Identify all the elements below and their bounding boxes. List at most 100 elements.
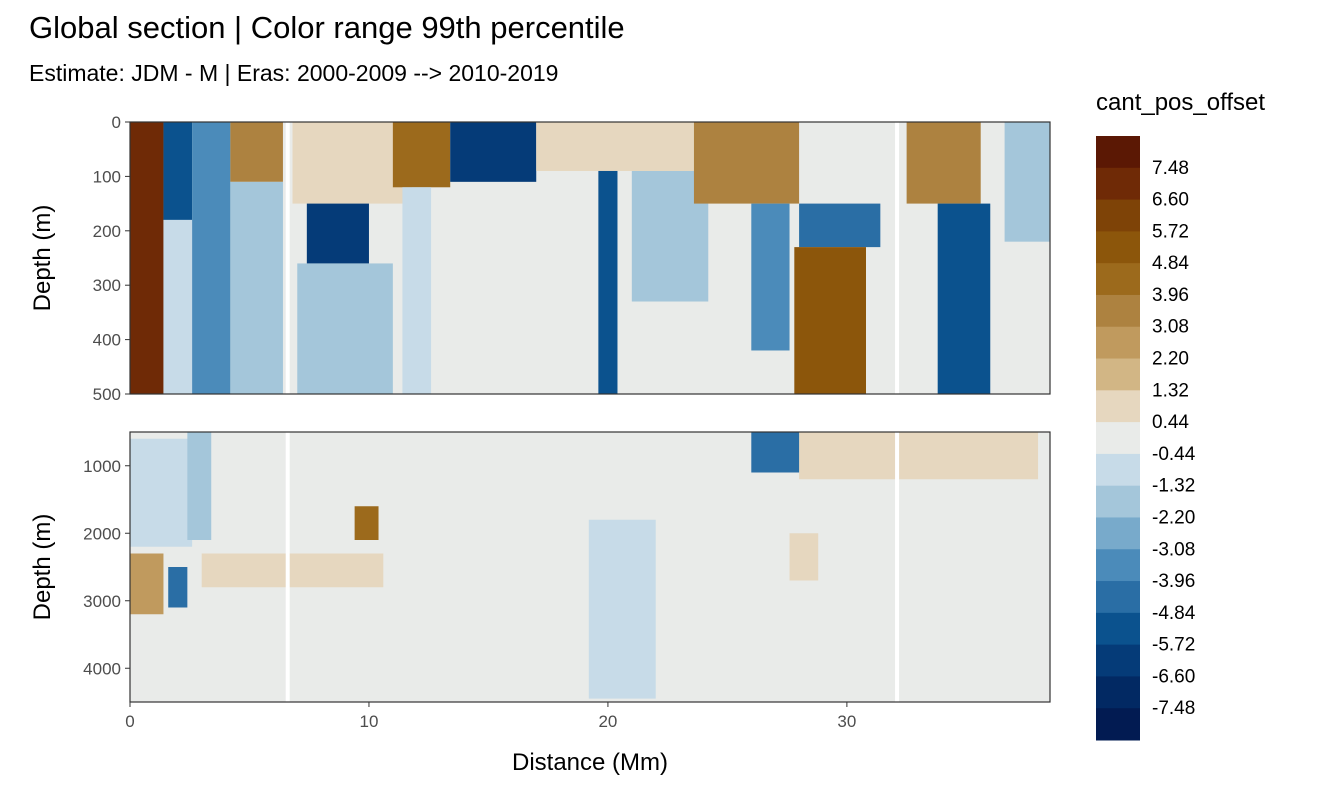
legend-label: -3.96 (1152, 571, 1195, 592)
legend-swatch (1096, 231, 1140, 264)
field-cell (306, 203, 369, 264)
x-tick-label: 20 (598, 712, 617, 731)
legend-label: -1.32 (1152, 476, 1195, 497)
legend-label: 0.44 (1152, 412, 1189, 433)
field-cell (799, 432, 1039, 480)
legend-swatch (1096, 581, 1140, 614)
legend-label: 1.32 (1152, 380, 1189, 401)
y-tick-label: 500 (93, 385, 121, 404)
y-tick-label: 1000 (83, 457, 121, 476)
legend-swatch (1096, 517, 1140, 550)
field-cell (130, 122, 164, 394)
field-cell (130, 553, 164, 615)
legend-label: 4.84 (1152, 253, 1189, 274)
chart-subtitle: Estimate: JDM - M | Eras: 2000-2009 --> … (29, 60, 559, 86)
data-gap (285, 432, 290, 702)
y-tick-label: 200 (93, 222, 121, 241)
legend-label: -6.60 (1152, 666, 1195, 687)
lower-panel-field (130, 432, 1050, 702)
legend-label: -2.20 (1152, 507, 1195, 528)
legend-label: 6.60 (1152, 190, 1189, 211)
legend-swatch (1096, 358, 1140, 391)
legend-swatch (1096, 453, 1140, 487)
legend-label: 5.72 (1152, 221, 1189, 242)
x-tick-label: 0 (125, 712, 134, 731)
upper-y-axis: 0 100 200 300 400 500 (93, 113, 130, 404)
legend-label: -7.48 (1152, 698, 1195, 719)
x-tick-label: 10 (360, 712, 379, 731)
upper-panel: 0 100 200 300 400 500 (93, 113, 1051, 404)
legend-label: -3.08 (1152, 539, 1195, 560)
x-tick-label: 30 (837, 712, 856, 731)
legend-label: -0.44 (1152, 444, 1196, 465)
y-axis-title-lower: Depth (m) (29, 514, 56, 621)
legend-swatch (1096, 263, 1140, 296)
legend-title: cant_pos_offset (1096, 89, 1265, 116)
field-cell (230, 122, 283, 182)
legend-colorbar (1096, 136, 1140, 741)
y-tick-label: 2000 (83, 524, 121, 543)
legend-label: -4.84 (1152, 603, 1196, 624)
field-cell (598, 170, 618, 394)
field-cell (187, 432, 212, 540)
legend-swatch (1096, 708, 1140, 741)
field-cell (354, 506, 379, 540)
y-tick-label: 3000 (83, 592, 121, 611)
lower-y-axis: 1000 2000 3000 4000 (83, 457, 130, 678)
y-tick-label: 300 (93, 276, 121, 295)
field-cell (937, 203, 991, 394)
field-cell (201, 553, 384, 588)
field-cell (297, 263, 393, 394)
field-cell (693, 122, 800, 204)
field-cell (906, 122, 981, 204)
x-axis: 0 10 20 30 (125, 702, 856, 731)
field-cell (536, 122, 694, 171)
legend-swatch (1096, 676, 1140, 709)
legend-label: 3.96 (1152, 285, 1189, 306)
field-cell (130, 438, 193, 547)
legend-label: 3.08 (1152, 317, 1189, 338)
data-gap (895, 122, 900, 394)
legend-labels: 7.48 6.60 5.72 4.84 3.96 3.08 2.20 1.32 0.44 -0.4… (1152, 158, 1196, 719)
field-cell (292, 122, 412, 204)
legend-swatch (1096, 136, 1140, 169)
legend-swatch (1096, 612, 1140, 646)
field-cell (230, 181, 283, 394)
y-tick-label: 400 (93, 331, 121, 350)
data-gap (895, 432, 900, 702)
x-axis-title: Distance (Mm) (512, 749, 668, 776)
lower-panel: 1000 2000 3000 4000 (83, 431, 1051, 703)
field-cell (789, 533, 819, 581)
legend-swatch (1096, 644, 1140, 677)
field-cell (450, 122, 537, 182)
data-gap (285, 122, 290, 394)
field-cell (192, 122, 231, 394)
field-cell (794, 247, 866, 394)
legend-swatch (1096, 390, 1140, 423)
legend-label: 7.48 (1152, 158, 1189, 179)
upper-panel-border (129, 121, 1051, 395)
field-cell (168, 567, 188, 608)
field-cell (1004, 122, 1050, 242)
legend-swatch (1096, 294, 1140, 328)
legend-swatch (1096, 199, 1140, 232)
legend-label: 2.20 (1152, 349, 1189, 370)
field-cell (402, 187, 432, 394)
field-cell (799, 203, 881, 248)
field-cell (163, 122, 193, 220)
legend-swatch (1096, 167, 1140, 201)
field-cell (392, 122, 451, 188)
legend-swatch (1096, 422, 1140, 455)
field-cell (588, 519, 656, 699)
field-cell (751, 203, 790, 351)
legend-swatch (1096, 549, 1140, 582)
field-cell (163, 219, 193, 394)
legend-swatch (1096, 326, 1140, 360)
upper-panel-field (130, 122, 1050, 394)
chart-title: Global section | Color range 99th percen… (29, 10, 625, 45)
y-tick-label: 0 (112, 113, 121, 132)
y-tick-label: 4000 (83, 659, 121, 678)
legend-swatch (1096, 485, 1140, 518)
color-legend: cant_pos_offset 7.48 6.60 5.72 4.84 3.96 3.08… (1096, 89, 1265, 741)
